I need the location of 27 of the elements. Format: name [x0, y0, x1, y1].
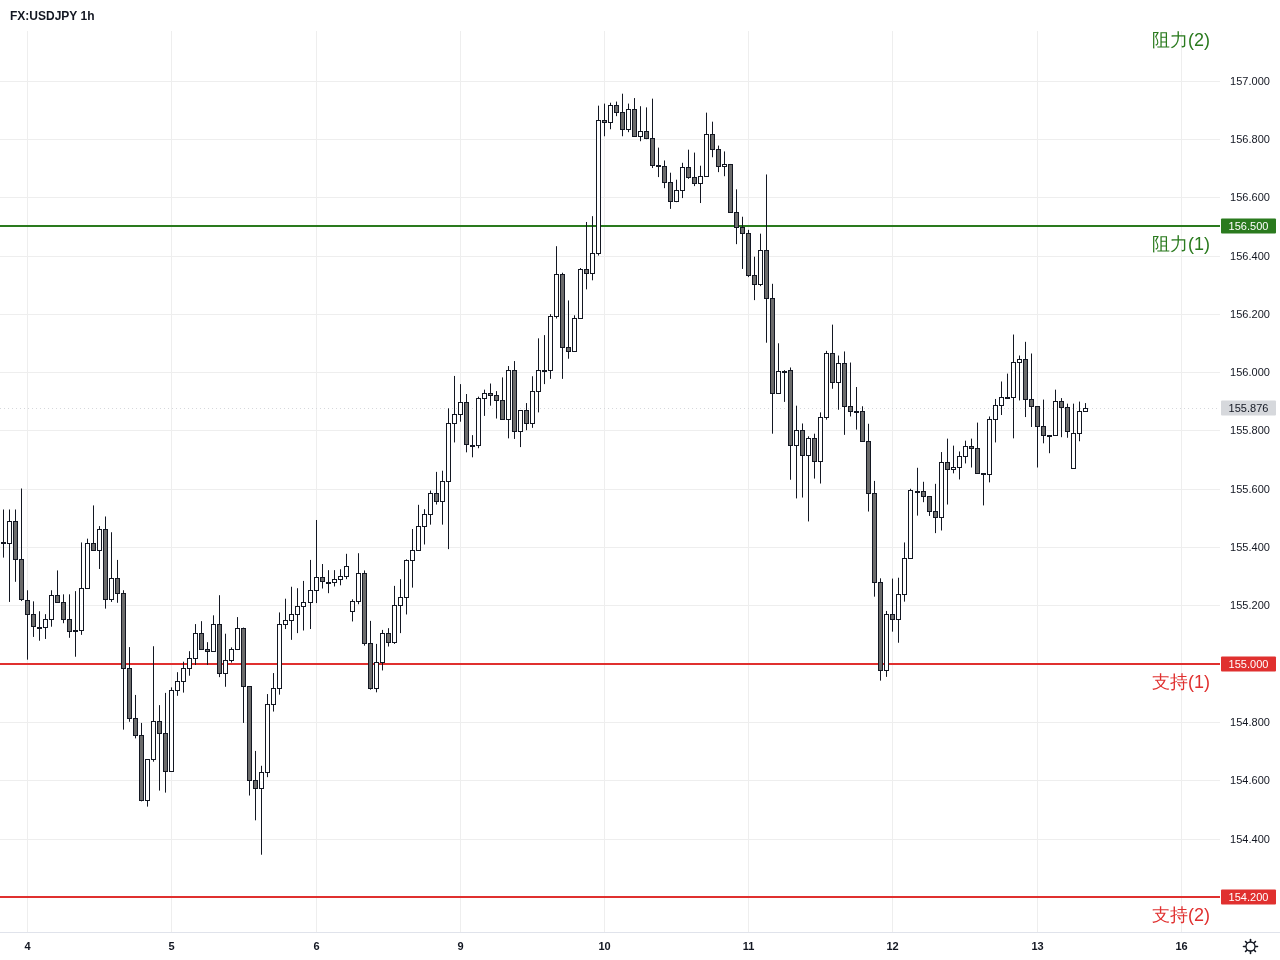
y-tick-label: 155.800: [1230, 424, 1270, 436]
ref-line-label: 阻力(1): [1152, 234, 1210, 254]
ref-line-label: 支持(2): [1152, 905, 1210, 925]
x-tick-label: 5: [168, 940, 175, 952]
y-tick-label: 157.000: [1230, 75, 1270, 87]
annotation: 阻力(2): [1152, 30, 1210, 50]
x-tick-label: 16: [1175, 940, 1188, 952]
y-tick-label: 156.600: [1230, 191, 1270, 203]
y-tick-label: 156.000: [1230, 366, 1270, 378]
x-tick-label: 6: [313, 940, 320, 952]
x-tick-label: 10: [598, 940, 611, 952]
chart-title: FX:USDJPY 1h: [10, 9, 95, 23]
x-tick-label: 4: [24, 940, 31, 952]
y-tick-label: 156.800: [1230, 133, 1270, 145]
ref-line-label: 支持(1): [1152, 672, 1210, 692]
y-tick-label: 155.600: [1230, 483, 1270, 495]
y-tick-label: 154.400: [1230, 833, 1270, 845]
x-tick-label: 11: [742, 940, 755, 952]
y-tick-label: 155.400: [1230, 541, 1270, 553]
x-tick-label: 9: [457, 940, 464, 952]
y-tick-label: 156.200: [1230, 308, 1270, 320]
y-tick-label: 156.400: [1230, 250, 1270, 262]
y-tick-label: 154.800: [1230, 716, 1270, 728]
x-tick-label: 12: [886, 940, 899, 952]
y-tick-label: 155.200: [1230, 599, 1270, 611]
y-tick-label: 154.600: [1230, 774, 1270, 786]
x-tick-label: 13: [1031, 940, 1044, 952]
